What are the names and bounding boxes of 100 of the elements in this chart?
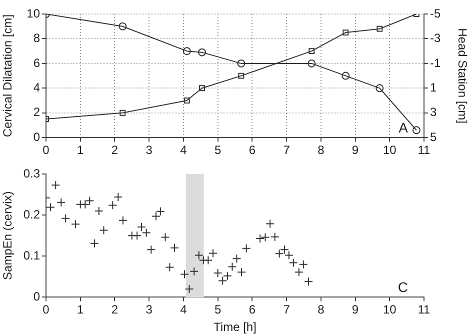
point [165,262,174,272]
point [46,202,55,212]
point [85,196,94,206]
x-tick-label: 6 [248,143,256,158]
x-tick-label: 0 [42,143,50,158]
x-tick-label: 7 [283,143,290,158]
point [274,249,284,258]
point [71,220,80,229]
point [298,260,308,269]
point [170,243,180,252]
y-tick-label: 10 [26,6,40,20]
point [237,59,246,68]
point [288,258,298,268]
x-tick-label: 11 [418,143,431,158]
y-tick-label: 0 [33,130,40,144]
point [222,271,232,280]
point [266,219,275,228]
y-tick-label: 8 [33,31,40,46]
y2-tick-label: 5 [430,130,437,144]
x-tick-label: 9 [352,302,359,317]
x-tick-label: 11 [418,302,431,317]
point [90,238,99,248]
point [146,245,156,254]
y-tick-label: 4 [33,80,40,94]
point [156,206,165,216]
y-tick-label: 2 [33,105,40,120]
point [213,268,222,278]
x-tick-label: 2 [111,302,118,317]
point [342,30,349,36]
y2-tick-label: 1 [430,80,437,94]
x-axis-title: Time [h] [214,320,256,334]
annotation: A [398,119,409,136]
y-tick-label: 0.2 [23,207,40,222]
x-tick-label: 5 [214,143,222,158]
point [238,72,244,79]
point [99,226,108,235]
point [242,244,251,253]
x-tick-label: 8 [318,302,325,317]
point [120,110,126,116]
point [94,206,104,216]
point [80,200,90,209]
x-tick-label: 8 [318,143,325,158]
x-tick-label: 10 [382,302,397,317]
x-tick-label: 2 [111,143,118,158]
point [56,198,66,207]
x-tick-label: 1 [77,143,84,158]
y2-tick-label: -3 [430,31,441,46]
point [180,270,189,279]
point [208,248,218,258]
x-tick-label: 7 [283,302,290,317]
point [118,216,128,225]
y-axis-title: SampEn (cervix) [0,191,15,280]
y2-tick-label: 3 [430,105,437,120]
point [237,268,246,277]
y2-axis-title: Head Station [cm] [455,28,470,124]
x-tick-label: 6 [248,302,256,317]
annotation: C [398,279,408,296]
x-tick-label: 0 [42,302,50,317]
y2-tick-label: -5 [430,6,441,20]
point [190,266,199,276]
point [132,231,142,240]
point [61,214,70,223]
point [342,72,350,80]
point [228,262,237,272]
point [108,200,118,210]
point [308,48,315,54]
x-tick-label: 3 [146,143,153,158]
point [184,284,194,294]
y-tick-label: 0.3 [23,166,40,180]
x-tick-label: 3 [146,302,153,317]
x-tick-label: 5 [214,302,222,317]
point [412,126,420,134]
point [294,268,304,277]
point [256,234,265,243]
point [270,232,280,242]
point [218,276,228,286]
x-tick-label: 10 [382,143,397,158]
point [232,254,242,264]
x-tick-label: 9 [352,143,359,158]
point [376,26,383,32]
point [260,232,270,242]
y-tick-label: 0.1 [23,248,40,262]
point [204,256,213,265]
point [114,192,123,202]
point [151,212,160,221]
x-tick-label: 1 [77,302,84,317]
point [160,232,170,242]
point [184,98,190,104]
point [198,48,206,56]
point [182,47,191,56]
y-tick-label: 0 [33,290,40,304]
point [51,180,60,190]
y-axis-title: Cervical Dilatation [cm] [0,14,15,138]
point [304,277,314,286]
x-tick-label: 4 [180,302,188,317]
y2-tick-label: -1 [430,56,441,70]
y-tick-label: 6 [33,56,40,70]
point [308,59,316,68]
x-tick-label: 4 [180,143,188,158]
point [376,84,384,92]
